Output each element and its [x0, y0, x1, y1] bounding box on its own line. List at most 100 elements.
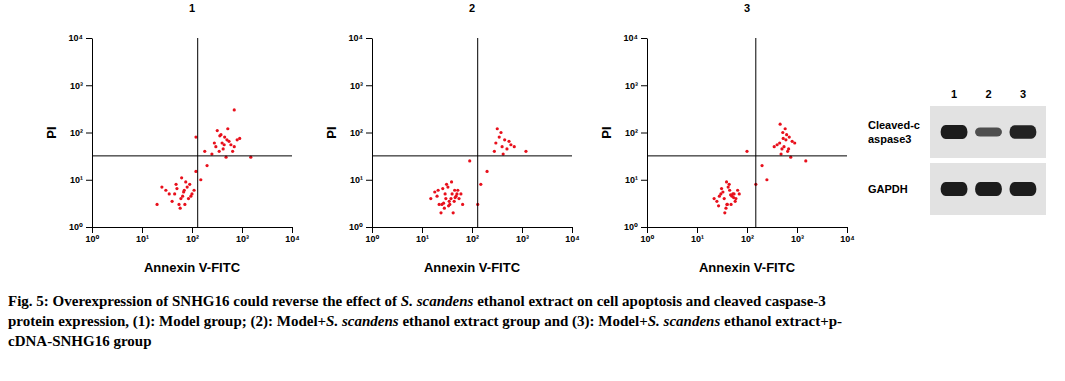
point — [729, 203, 732, 206]
x-tick-mark — [522, 227, 523, 233]
x-tick: 10¹ — [416, 227, 429, 244]
x-axis-title: Annexin V-FITC — [144, 260, 241, 275]
y-tick-label: 10⁴ — [69, 33, 83, 43]
y-axis-title: PI — [324, 126, 339, 138]
point — [155, 203, 158, 206]
y-tick: 10² — [350, 128, 372, 138]
point — [513, 145, 516, 148]
point — [173, 192, 176, 195]
y-tick-mark — [86, 85, 92, 86]
point — [724, 207, 727, 210]
point — [779, 123, 782, 126]
y-axis-line — [92, 39, 93, 228]
point — [445, 183, 448, 186]
point — [194, 170, 197, 173]
point — [494, 141, 497, 144]
x-tick-mark — [797, 227, 798, 233]
caption-segment: ethanol extract+p- — [720, 313, 842, 329]
point — [181, 195, 184, 198]
point — [441, 187, 444, 190]
point — [433, 190, 436, 193]
point — [447, 204, 450, 207]
caption-segment: ethanol extract on cell apoptosis and cl… — [473, 293, 825, 309]
point — [182, 190, 185, 193]
point — [450, 180, 453, 183]
y-axis: 10⁰10¹10²10³10⁴ — [624, 33, 648, 232]
x-tick-label: 10³ — [516, 234, 529, 244]
point — [502, 152, 505, 155]
y-tick: 10³ — [625, 81, 647, 91]
caption-line: protein expression, (1): Model group; (2… — [8, 313, 842, 330]
point — [213, 141, 216, 144]
point — [233, 108, 236, 111]
x-tick: 10⁰ — [86, 227, 100, 244]
point — [773, 145, 776, 148]
x-tick-mark — [647, 227, 648, 233]
y-axis-line — [647, 39, 648, 228]
y-tick-mark — [366, 180, 372, 181]
point — [216, 129, 219, 132]
point — [793, 141, 796, 144]
point — [509, 143, 512, 146]
y-tick-mark — [86, 227, 92, 228]
point — [729, 193, 732, 196]
caption-segment: ethanol extract group and (3): Model+ — [399, 313, 648, 330]
point — [784, 127, 787, 130]
quadrant-line-y — [92, 155, 292, 156]
x-tick: 10⁴ — [565, 227, 579, 244]
quadrant-line-x — [477, 38, 478, 227]
point — [760, 164, 763, 167]
point — [781, 131, 784, 134]
point — [177, 203, 180, 206]
point — [804, 159, 807, 162]
points — [155, 108, 252, 209]
quadrant-line-x — [755, 38, 756, 227]
x-tick-mark — [572, 227, 573, 233]
point — [468, 159, 471, 162]
panel: 10⁰10¹10²10³10⁴10⁰10¹10²10³10⁴2Annexin V… — [324, 2, 580, 275]
point — [180, 176, 183, 179]
y-tick-mark — [641, 133, 647, 134]
x-axis: 10⁰10¹10²10³10⁴ — [86, 227, 300, 244]
x-tick-mark — [292, 227, 293, 233]
x-tick-mark — [422, 227, 423, 233]
y-tick-label: 10⁰ — [624, 222, 638, 232]
point — [718, 195, 721, 198]
band — [1010, 125, 1037, 138]
row-label: Cleaved-caspase3 — [868, 119, 920, 145]
point — [184, 180, 187, 183]
x-tick: 10² — [741, 227, 754, 244]
point — [723, 211, 726, 214]
point — [194, 135, 197, 138]
x-tick: 10³ — [516, 227, 529, 244]
western-blot: 123Cleaved-caspase3GAPDH — [868, 88, 1046, 215]
x-tick-label: 10² — [741, 234, 754, 244]
y-tick-mark — [366, 85, 372, 86]
y-axis-line — [372, 39, 373, 228]
lane-label: 1 — [951, 88, 957, 100]
point — [446, 185, 449, 188]
x-tick: 10⁰ — [366, 227, 380, 244]
point — [505, 147, 508, 150]
point — [429, 197, 432, 200]
point — [726, 203, 729, 206]
point — [784, 138, 787, 141]
point — [736, 189, 739, 192]
y-tick-mark — [641, 227, 647, 228]
point — [721, 190, 724, 193]
y-tick-label: 10³ — [625, 81, 638, 91]
x-tick: 10² — [466, 227, 479, 244]
point — [745, 150, 748, 153]
y-tick-label: 10¹ — [625, 175, 638, 185]
point — [444, 197, 447, 200]
y-tick-mark — [641, 180, 647, 181]
point — [776, 143, 779, 146]
x-tick: 10² — [186, 227, 199, 244]
x-tick: 10³ — [791, 227, 804, 244]
caption-segment: Fig. 5: Overexpression of SNHG16 could r… — [8, 293, 401, 309]
quadrant-line-y — [372, 155, 572, 156]
point — [725, 180, 728, 183]
point — [439, 211, 442, 214]
point — [183, 203, 186, 206]
point — [231, 150, 234, 153]
